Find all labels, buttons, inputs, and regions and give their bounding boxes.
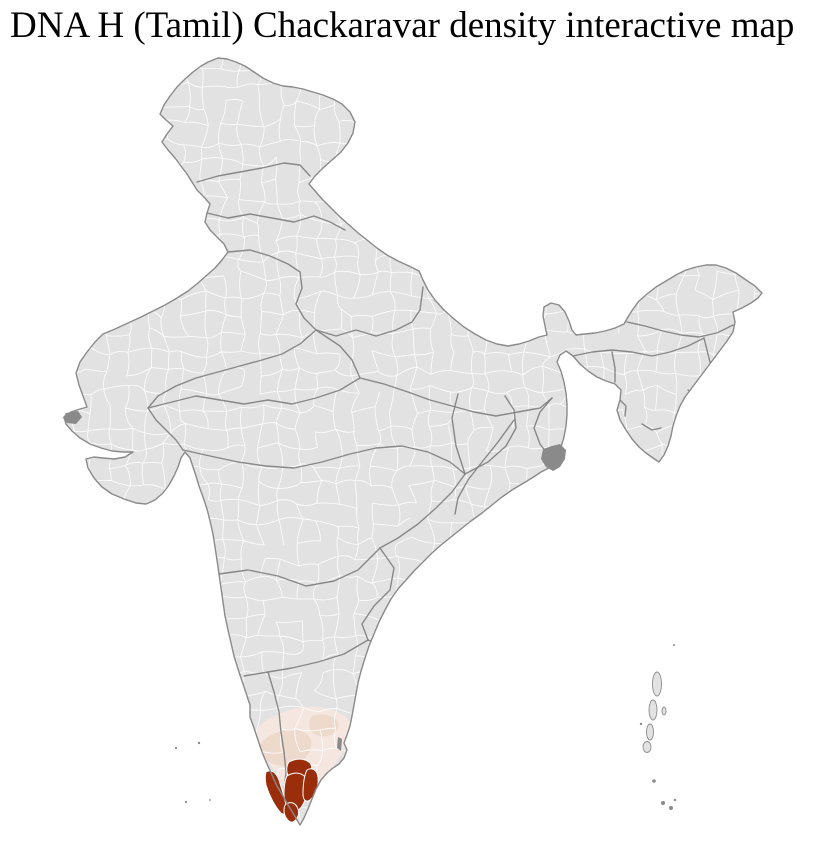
map-title: DNA H (Tamil) Chackaravar density intera… bbox=[10, 5, 795, 46]
lakshadweep-islands bbox=[174, 741, 211, 804]
density-high-districts[interactable] bbox=[264, 758, 319, 823]
density-shaded-regions[interactable] bbox=[252, 706, 352, 803]
density-medium-region[interactable] bbox=[309, 714, 339, 737]
coastal-patch bbox=[337, 737, 342, 751]
high-density-district[interactable] bbox=[302, 768, 319, 802]
density-medium-region[interactable] bbox=[257, 729, 312, 767]
andaman-nicobar-islands bbox=[639, 644, 677, 810]
